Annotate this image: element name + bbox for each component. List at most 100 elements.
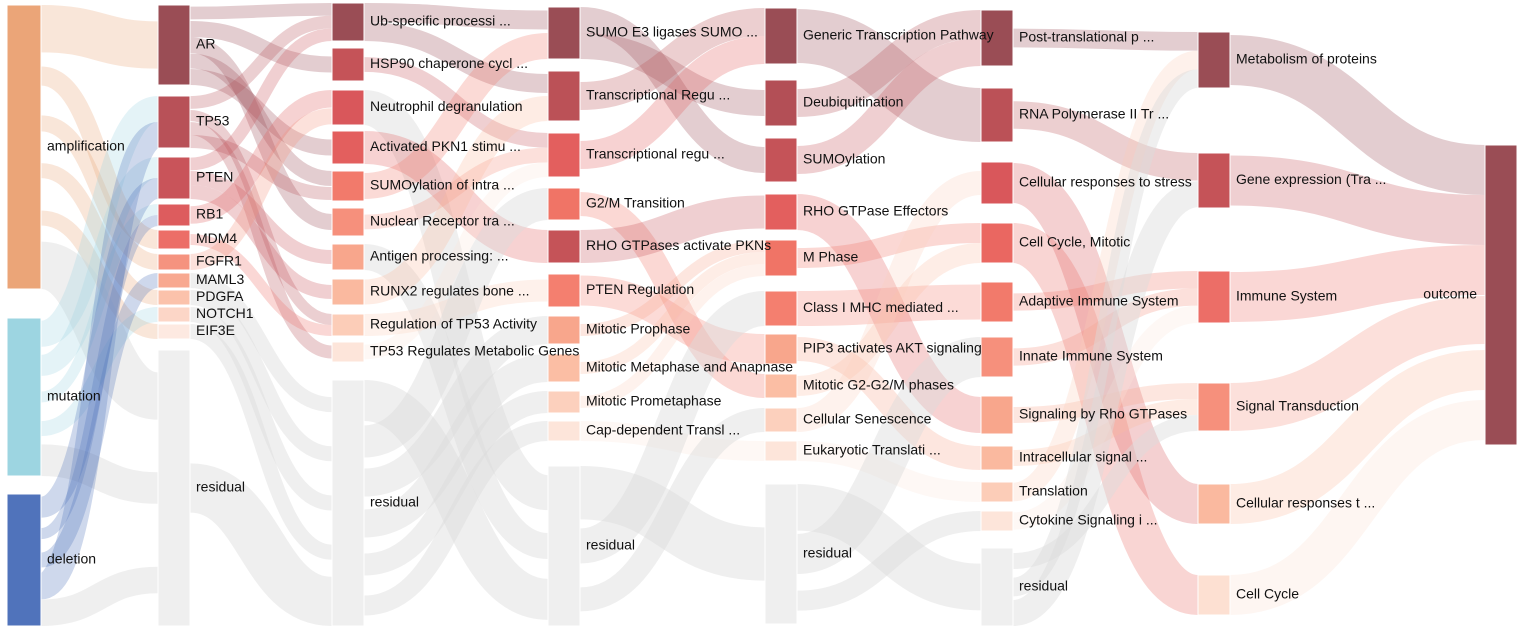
flow-link	[579, 36, 766, 169]
node-bar-c1-notch1[interactable]	[157, 306, 191, 323]
node-bar-c4-pip3[interactable]	[764, 333, 798, 365]
flow-link	[189, 273, 333, 413]
flow-link	[1012, 28, 1199, 51]
node-bar-c4-senescence[interactable]	[764, 407, 798, 433]
node-bar-c1-eif3e[interactable]	[157, 323, 191, 340]
node-bar-c2-residual[interactable]	[331, 379, 365, 627]
node-bar-c4-residual[interactable]	[764, 483, 798, 625]
node-bar-c1-pten[interactable]	[157, 156, 191, 200]
node-bar-c4-mhc[interactable]	[764, 290, 798, 327]
node-bar-c3-g2m[interactable]	[547, 187, 581, 221]
node-bar-c3-sumo-e3[interactable]	[547, 6, 581, 60]
node-bar-c0-mutation[interactable]	[6, 317, 42, 477]
node-label-c7-outcome: outcome	[1423, 286, 1477, 302]
node-bar-c2-runx2[interactable]	[331, 278, 365, 306]
node-bar-c4-g2m-phases[interactable]	[764, 373, 798, 399]
node-bar-c5-cellcycle-mitotic[interactable]	[980, 222, 1014, 264]
node-bar-c2-tp53meta[interactable]	[331, 341, 365, 363]
node-bar-c6-cell-cycle[interactable]	[1197, 574, 1231, 616]
node-bar-c2-pkn1[interactable]	[331, 130, 365, 165]
node-bar-c5-adaptive[interactable]	[980, 281, 1014, 323]
node-bar-c2-hsp90[interactable]	[331, 47, 365, 82]
node-bar-c4-deubiq[interactable]	[764, 79, 798, 127]
node-bar-c4-sumoylation[interactable]	[764, 137, 798, 183]
node-bar-c6-cell-resp[interactable]	[1197, 483, 1231, 525]
node-label-c5-cytokine: Cytokine Signaling i ...	[1019, 512, 1158, 528]
node-bar-c6-metabolism[interactable]	[1197, 31, 1231, 89]
node-bar-c5-posttrans[interactable]	[980, 9, 1014, 67]
node-label-c2-pkn1: Activated PKN1 stimu ...	[370, 138, 521, 154]
node-bar-c5-residual[interactable]	[980, 547, 1014, 627]
flow-link	[1229, 350, 1486, 524]
flow-link	[189, 90, 333, 224]
node-bar-c3-pten-reg[interactable]	[547, 273, 581, 308]
node-bar-c1-residual[interactable]	[157, 349, 191, 627]
node-label-c5-intracellular: Intracellular signal ...	[1019, 449, 1147, 465]
node-bar-c1-fgfr1[interactable]	[157, 253, 191, 271]
node-bar-c6-signal[interactable]	[1197, 382, 1231, 432]
node-bar-c6-gene-expr[interactable]	[1197, 152, 1231, 209]
node-bar-c3-prometa[interactable]	[547, 390, 581, 414]
flow-link	[363, 421, 549, 616]
node-bar-c4-eukaryotic[interactable]	[764, 440, 798, 462]
node-label-c3-trans-regu1: Transcriptional Regu ...	[586, 87, 730, 103]
node-bar-c1-tp53[interactable]	[157, 95, 191, 149]
node-bar-c3-prophase[interactable]	[547, 315, 581, 345]
node-bar-c5-intracellular[interactable]	[980, 445, 1014, 471]
node-label-c2-residual: residual	[370, 494, 419, 510]
node-label-c1-ar: AR	[196, 36, 215, 52]
node-bar-c1-mdm4[interactable]	[157, 229, 191, 250]
node-bar-c2-antigen[interactable]	[331, 243, 365, 271]
node-bar-c1-maml3[interactable]	[157, 272, 191, 289]
node-bar-c3-trans-regu2[interactable]	[547, 132, 581, 178]
node-bar-c2-sumo-intra[interactable]	[331, 170, 365, 202]
node-label-c4-rho-eff: RHO GTPase Effectors	[803, 203, 948, 219]
node-bar-c5-innate[interactable]	[980, 336, 1014, 378]
flow-link	[796, 243, 982, 396]
flow-link	[40, 204, 159, 403]
flow-link	[579, 264, 766, 408]
node-bar-c5-translation[interactable]	[980, 481, 1014, 503]
flow-link	[1010, 223, 1201, 615]
node-bar-c3-metaphase[interactable]	[547, 353, 581, 383]
node-bar-c2-ub[interactable]	[331, 2, 365, 42]
node-label-c4-generic: Generic Transcription Pathway	[803, 27, 994, 43]
node-label-c6-immune: Immune System	[1236, 288, 1337, 304]
flow-link	[363, 279, 549, 336]
node-bar-c3-trans-regu1[interactable]	[547, 70, 581, 122]
node-bar-c5-rho[interactable]	[980, 395, 1014, 435]
node-bar-c3-residual[interactable]	[547, 465, 581, 627]
node-label-c5-translation: Translation	[1019, 483, 1088, 499]
node-label-c1-maml3: MAML3	[196, 271, 244, 287]
node-bar-c0-deletion[interactable]	[6, 493, 42, 627]
node-label-c3-residual: residual	[586, 537, 635, 553]
node-label-c3-prometa: Mitotic Prometaphase	[586, 393, 722, 409]
node-bar-c2-tp53act[interactable]	[331, 313, 365, 337]
node-bar-c2-neutrophil[interactable]	[331, 89, 365, 126]
node-label-c3-trans-regu2: Transcriptional regu ...	[586, 146, 725, 162]
node-bar-c2-nuclear[interactable]	[331, 207, 365, 237]
node-bar-c5-cytokine[interactable]	[980, 510, 1014, 532]
node-bar-c1-ar[interactable]	[157, 4, 191, 86]
flow-link	[189, 290, 333, 462]
node-label-c4-mphase: M Phase	[803, 249, 858, 265]
node-bar-c3-rho-pkn[interactable]	[547, 229, 581, 264]
flow-link	[40, 210, 159, 339]
node-bar-c5-rnapol[interactable]	[980, 87, 1014, 143]
flow-link	[1229, 400, 1486, 615]
node-bar-c5-stress[interactable]	[980, 161, 1014, 205]
node-label-c6-cell-cycle: Cell Cycle	[1236, 586, 1299, 602]
node-bar-c1-pdgfa[interactable]	[157, 289, 191, 306]
node-bar-c0-amplification[interactable]	[6, 4, 42, 290]
flow-link	[1229, 155, 1486, 245]
node-bar-c4-rho-eff[interactable]	[764, 193, 798, 231]
flow-link	[363, 147, 549, 230]
node-bar-c6-immune[interactable]	[1197, 270, 1231, 324]
node-bar-c7-outcome[interactable]	[1484, 144, 1518, 446]
node-bar-c4-generic[interactable]	[764, 7, 798, 65]
node-bar-c4-mphase[interactable]	[764, 239, 798, 277]
node-bar-c3-cap[interactable]	[547, 420, 581, 442]
node-bar-c1-rb1[interactable]	[157, 203, 191, 227]
node-label-c1-tp53: TP53	[196, 113, 230, 129]
flow-link	[579, 240, 766, 336]
